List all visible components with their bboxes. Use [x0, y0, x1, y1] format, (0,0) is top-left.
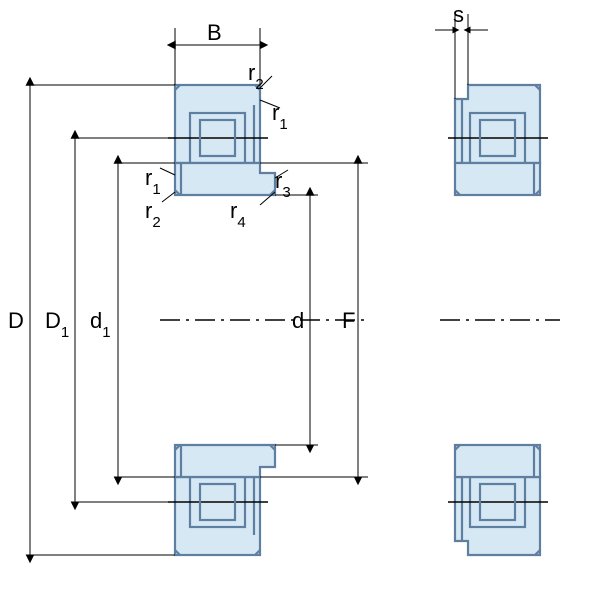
label-r2-left: r2	[145, 198, 161, 231]
label-D: D	[8, 308, 24, 333]
label-d: d	[292, 308, 304, 333]
label-r4: r4	[230, 198, 246, 231]
inner-ring-top-right	[455, 163, 540, 195]
label-s: s	[453, 2, 464, 27]
inner-ring-bottom-right	[455, 445, 540, 477]
label-F: F	[342, 308, 355, 333]
inner-ring-bottom	[175, 445, 275, 477]
label-D1: D1	[45, 308, 69, 341]
inner-ring-top	[175, 163, 275, 195]
bearing-diagram: B D D1 d1 d F r2 r1 r1 r2 r3 r4	[0, 0, 600, 600]
label-d1: d1	[90, 308, 111, 341]
label-r1-left: r1	[145, 165, 161, 198]
label-B: B	[207, 20, 222, 45]
label-r1-top: r1	[272, 100, 288, 133]
